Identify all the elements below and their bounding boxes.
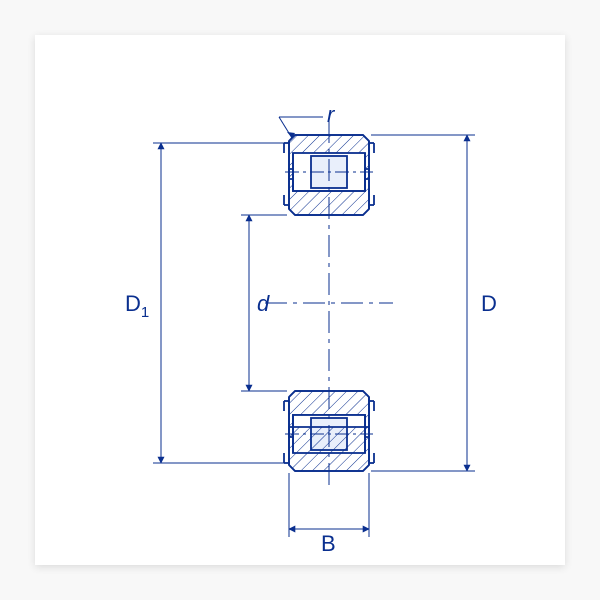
label-B: B bbox=[321, 531, 336, 556]
label-r: r bbox=[327, 102, 336, 127]
bearing-diagram: D D1 d B r bbox=[35, 35, 565, 565]
label-d: d bbox=[257, 291, 270, 316]
centerlines bbox=[265, 121, 393, 487]
label-D: D bbox=[481, 291, 497, 316]
diagram-card: D D1 d B r bbox=[35, 35, 565, 565]
label-D1: D1 bbox=[125, 291, 149, 321]
